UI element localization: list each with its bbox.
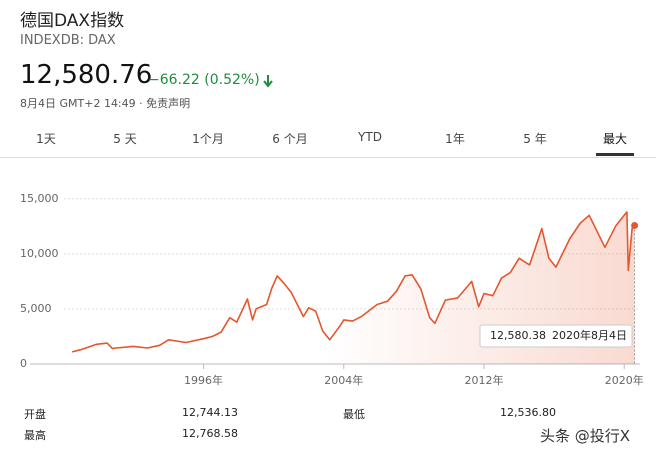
tab[interactable]: 5 天 bbox=[113, 132, 137, 146]
separator bbox=[0, 157, 656, 158]
x-tick-label: 1996年 bbox=[184, 373, 223, 387]
y-tick-label: 10,000 bbox=[20, 247, 59, 260]
tooltip-value: 12,580.38 bbox=[490, 329, 546, 342]
tab[interactable]: 1年 bbox=[445, 132, 465, 146]
chart: 0 5,000 10,000 15,000 1996年 2004年 2012年 2020年 12… bbox=[20, 192, 644, 387]
tab[interactable]: 6 个月 bbox=[272, 132, 308, 146]
tab[interactable]: 最大 bbox=[602, 132, 628, 146]
stat-label: 最低 bbox=[343, 408, 365, 421]
stat-value: 12,744.13 bbox=[182, 406, 238, 419]
y-tick-label: 15,000 bbox=[20, 192, 59, 205]
tooltip-box bbox=[479, 324, 633, 348]
tooltip-date: 2020年8月4日 bbox=[552, 328, 627, 342]
timestamp: 8月4日 GMT+2 14:49 · 免责声明 bbox=[20, 97, 191, 110]
ticker: INDEXDB: DAX bbox=[20, 33, 116, 48]
stat-label: 开盘 bbox=[24, 408, 46, 421]
tab[interactable]: 1个月 bbox=[192, 132, 224, 146]
watermark: 头条 @投行X bbox=[540, 427, 631, 445]
y-tick-label: 0 bbox=[20, 357, 27, 370]
title: 德国DAX指数 bbox=[20, 11, 125, 31]
tab[interactable]: YTD bbox=[358, 130, 382, 144]
line bbox=[71, 211, 636, 353]
x-tick-label: 2004年 bbox=[324, 373, 363, 387]
stat-label: 最高 bbox=[24, 429, 46, 442]
price: 12,580.76 bbox=[20, 60, 153, 90]
end-dot bbox=[631, 221, 639, 229]
tab[interactable]: 1天 bbox=[36, 132, 56, 146]
stat-value: 12,536.80 bbox=[500, 406, 556, 419]
y-tick-label: 5,000 bbox=[20, 302, 52, 315]
stat-value: 12,768.58 bbox=[182, 427, 238, 440]
change: −66.22 (0.52%) bbox=[148, 72, 260, 88]
tab-underline bbox=[596, 153, 634, 156]
down-arrow bbox=[263, 75, 273, 88]
tab[interactable]: 5 年 bbox=[523, 132, 547, 146]
x-tick-label: 2012年 bbox=[464, 373, 503, 387]
x-tick-label: 2020年 bbox=[605, 373, 644, 387]
